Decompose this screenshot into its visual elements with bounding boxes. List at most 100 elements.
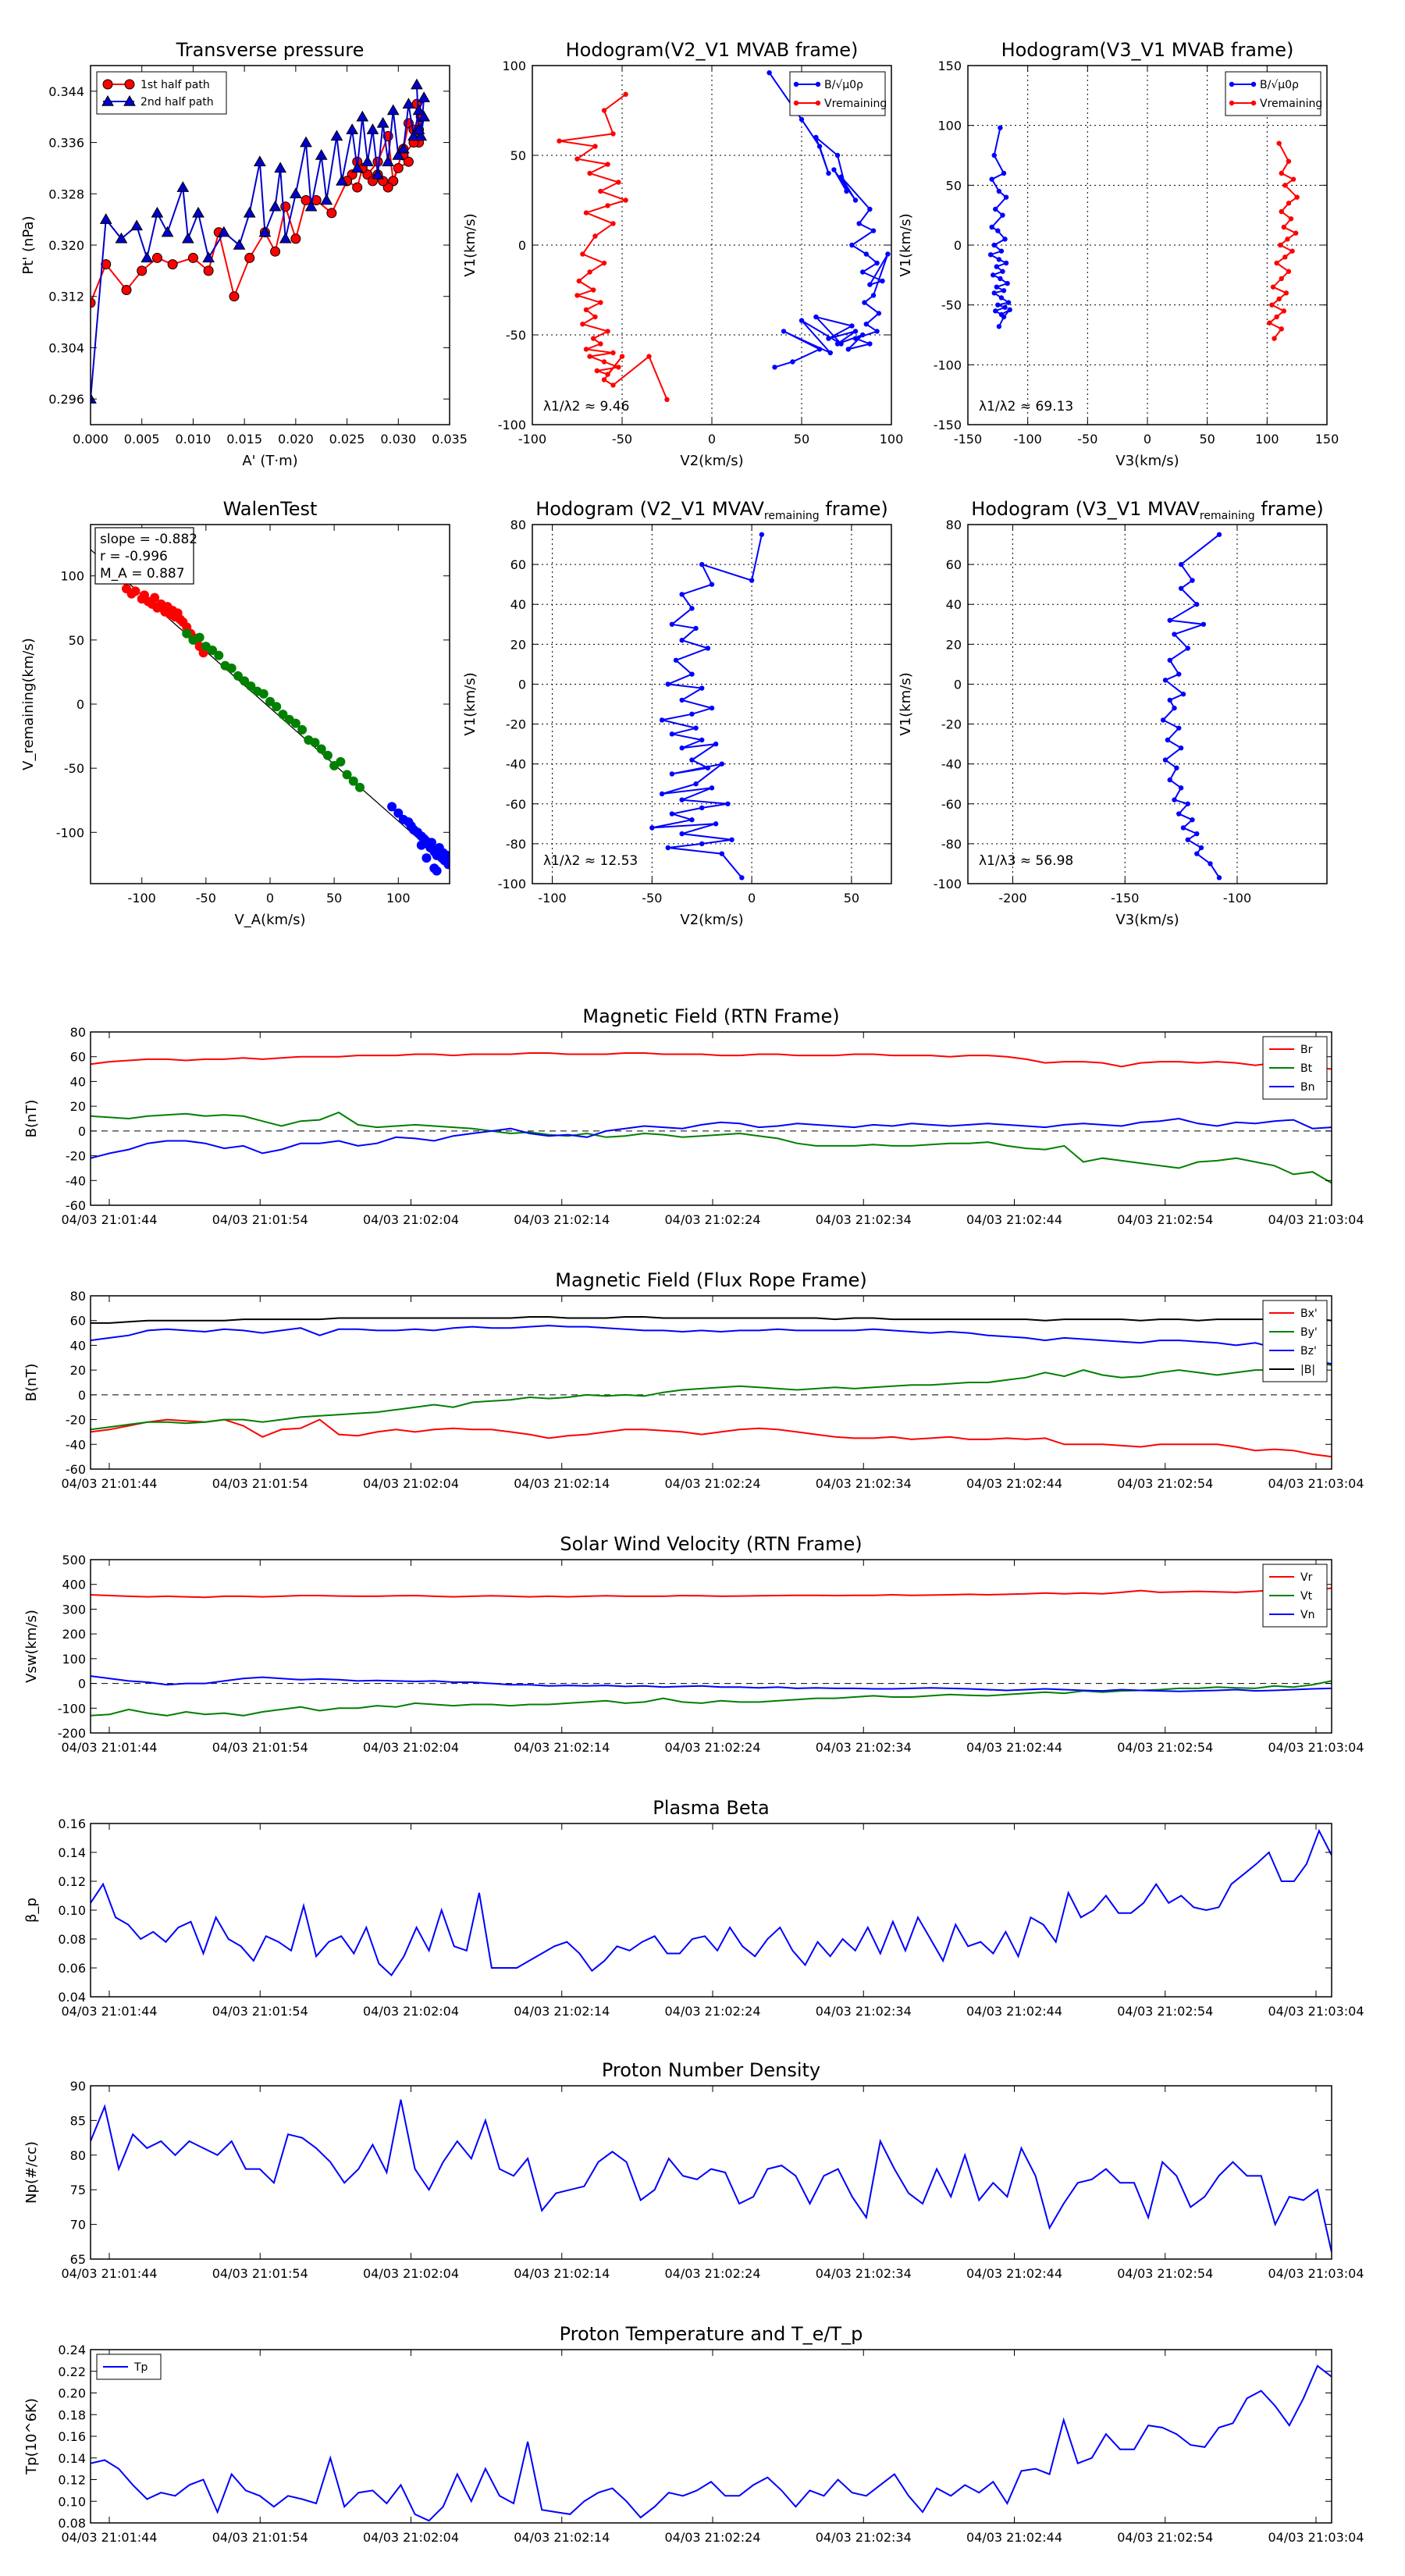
data-point-b-0 [838, 174, 844, 180]
legend-label: B/√μ0ρ [824, 79, 863, 91]
data-point-b-0 [1000, 269, 1005, 274]
walen-test-plot-area [91, 549, 450, 876]
y-tick-label: -80 [506, 837, 526, 852]
data-point-blue [432, 866, 442, 876]
y-axis-label: B(nT) [23, 1100, 40, 1138]
legend-box [1262, 1300, 1328, 1382]
data-point-v [1185, 646, 1190, 651]
data-point-v [665, 845, 670, 851]
data-point-v [649, 825, 655, 831]
y-tick-label: 0.336 [48, 136, 84, 151]
data-point-1st-half-path [311, 195, 322, 205]
data-point-vremaining [1279, 208, 1284, 215]
x-tick-label: 04/03 21:02:14 [514, 2004, 610, 2019]
x-axis-label: V3(km/s) [1115, 453, 1179, 469]
y-tick-label: 20 [510, 637, 526, 652]
magnetic-field-rtn-panel: -60 -40 -20 0 20 40 60 80 04/03 21:01:44 04/03 21… [23, 1005, 1364, 1227]
x-tick-label: -150 [1111, 891, 1139, 906]
data-point-blue [416, 840, 426, 850]
eigenvalue-ratio: λ1/λ2 ≈ 69.13 [979, 399, 1073, 415]
x-tick-label: 04/03 21:02:14 [514, 1212, 610, 1227]
data-point-vremaining [557, 138, 562, 144]
x-tick-label: 04/03 21:02:54 [1117, 1212, 1213, 1227]
y-tick-label: 80 [946, 518, 962, 532]
proton-number-density-panel: 65 70 75 80 85 90 04/03 21:01:44 04/03 21:01:54… [23, 2059, 1364, 2281]
solar-wind-velocity-plot-area [91, 1587, 1332, 1717]
y-axis-label: β_p [23, 1898, 40, 1923]
data-point-blue [387, 802, 397, 812]
legend-label: 1st half path [140, 79, 210, 91]
title-suffix: frame) [820, 498, 888, 520]
y-tick-label: 80 [510, 518, 526, 532]
data-point-b-0 [998, 295, 1005, 301]
data-point-vremaining [1281, 224, 1287, 230]
data-point-b-0 [867, 206, 873, 212]
y-tick-label: 20 [70, 1363, 86, 1378]
data-point-b-0 [1000, 212, 1005, 218]
data-point-b-0 [870, 228, 877, 233]
y-tick-label: 100 [62, 1652, 86, 1667]
data-point-2nd-half-path [376, 116, 389, 128]
x-tick-label: 0.005 [124, 432, 160, 447]
data-point-vremaining [1279, 276, 1284, 282]
data-point-v [1216, 875, 1222, 881]
data-point-b-0 [852, 336, 859, 341]
data-point-2nd-half-path [192, 206, 205, 218]
data-point-vremaining [601, 108, 607, 113]
y-tick-label: 0.16 [58, 1816, 86, 1831]
series-line-bz [91, 1325, 1332, 1365]
y-tick-label: 0.344 [48, 84, 84, 99]
y-tick-label: 80 [70, 1289, 86, 1304]
data-point-vremaining [610, 350, 616, 356]
data-point-v [1178, 745, 1184, 751]
data-point-vremaining [1282, 254, 1288, 260]
x-tick-label: 0.000 [73, 432, 108, 447]
chart-title: Proton Number Density [602, 2059, 820, 2081]
series-line-b-0 [768, 72, 889, 368]
chart-title: Plasma Beta [653, 1797, 769, 1819]
data-point-v [713, 821, 719, 827]
x-tick-label: -200 [998, 891, 1026, 906]
data-point-vremaining [1281, 308, 1287, 314]
data-point-v [1167, 777, 1172, 783]
y-tick-label: 60 [946, 557, 962, 572]
data-point-v [679, 697, 685, 703]
data-point-green [342, 770, 352, 780]
data-point-vremaining [1274, 260, 1279, 266]
chart-title: Hodogram (V2_V1 MVAVremaining frame) [535, 498, 888, 522]
data-point-vremaining [1276, 296, 1282, 302]
legend-label: Bz' [1300, 1345, 1317, 1357]
legend-marker [793, 100, 799, 106]
data-point-vremaining [616, 180, 621, 185]
data-point-green [182, 628, 192, 639]
data-point-vremaining [1278, 242, 1283, 248]
y-axis-label: V_remaining(km/s) [20, 638, 37, 770]
x-tick-label: 04/03 21:02:54 [1117, 1476, 1213, 1491]
data-point-2nd-half-path [202, 251, 215, 263]
data-point-vremaining [1272, 336, 1277, 341]
data-point-v [713, 741, 719, 747]
y-tick-label: -20 [506, 717, 526, 732]
data-point-2nd-half-path [356, 110, 369, 122]
data-point-vremaining [1290, 176, 1297, 182]
data-point-b-0 [991, 272, 996, 278]
data-point-v [669, 811, 675, 817]
data-point-b-0 [993, 206, 998, 212]
data-point-v [709, 785, 715, 791]
x-tick-label: 0.015 [226, 432, 262, 447]
series-line-beta [91, 1828, 1332, 1976]
data-point-b-0 [1005, 280, 1010, 286]
x-tick-label: -50 [642, 891, 662, 906]
data-point-1st-half-path [326, 208, 337, 219]
data-point-b-0 [849, 242, 855, 248]
series-line-tp [91, 2364, 1332, 2522]
y-tick-label: 0.14 [58, 1845, 86, 1860]
legend-marker [1229, 81, 1235, 87]
data-point-vremaining [592, 314, 598, 320]
data-point-v [1194, 831, 1200, 837]
data-point-1st-half-path [203, 265, 214, 276]
x-tick-label: -50 [196, 891, 216, 906]
x-tick-label: -100 [128, 891, 156, 906]
x-tick-label: 04/03 21:03:04 [1268, 1476, 1364, 1491]
x-tick-label: 04/03 21:01:54 [212, 2266, 308, 2281]
